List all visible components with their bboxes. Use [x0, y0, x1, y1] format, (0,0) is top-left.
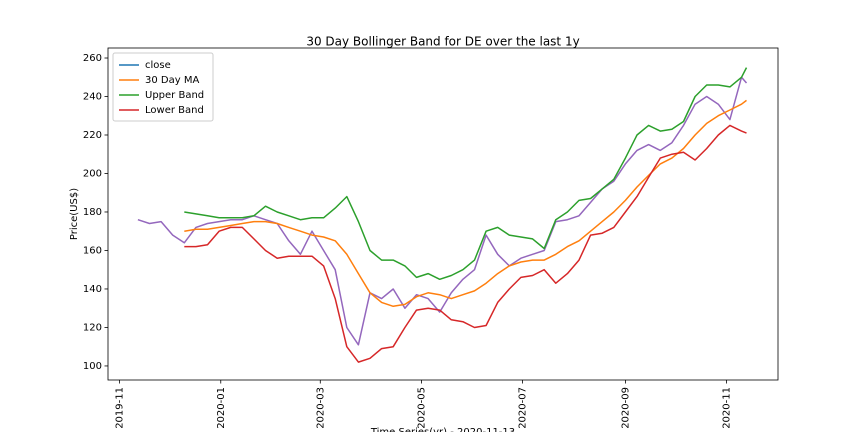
y-tick-label: 200	[83, 168, 102, 179]
legend-label: 30 Day MA	[145, 75, 199, 86]
legend-box	[112, 52, 214, 122]
y-tick-label: 220	[83, 130, 102, 141]
y-tick-label: 240	[83, 92, 102, 103]
x-tick-label: 2020-11	[722, 387, 733, 429]
y-axis-label: Price(US$)	[69, 188, 80, 240]
x-tick-label: 2019-11	[115, 387, 126, 429]
x-tick-label: 2020-09	[620, 387, 631, 429]
y-tick-label: 120	[83, 322, 102, 333]
y-tick-label: 180	[83, 207, 102, 218]
plot-area	[107, 47, 779, 381]
x-tick-label: 2020-03	[315, 387, 326, 429]
series-line	[184, 67, 748, 281]
y-tick-label: 260	[83, 53, 102, 64]
y-tick-label: 100	[83, 361, 102, 372]
x-tick-label: 2020-07	[518, 387, 529, 429]
y-tick-label: 140	[83, 284, 102, 295]
series-line	[137, 76, 748, 346]
x-axis-label: Time Series(yr) - 2020-11-13	[370, 427, 515, 432]
series-line	[184, 99, 747, 308]
series-line	[184, 124, 747, 363]
x-tick-label: 2020-01	[216, 387, 227, 429]
legend-label: close	[145, 60, 171, 71]
x-tick-label: 2020-05	[416, 387, 427, 429]
y-tick-label: 160	[83, 245, 102, 256]
legend-label: Upper Band	[145, 90, 204, 101]
legend-label: Lower Band	[145, 105, 204, 116]
chart-title: 30 Day Bollinger Band for DE over the la…	[306, 35, 579, 49]
